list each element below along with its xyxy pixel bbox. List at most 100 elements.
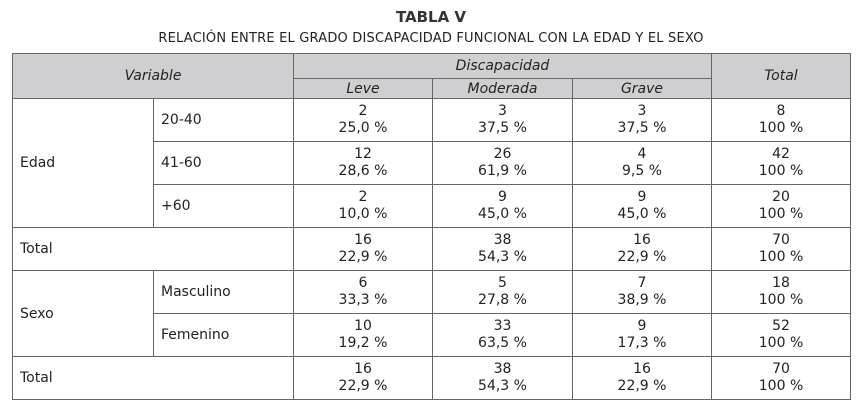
total-label: Total	[12, 356, 294, 400]
value-cell: 16 22,9 %	[571, 356, 713, 400]
percent: 54,3 %	[478, 249, 527, 265]
count: 38	[493, 232, 512, 248]
subgroup-label: 20-40	[153, 98, 294, 142]
value-cell: 16 22,9 %	[571, 227, 713, 271]
percent: 22,9 %	[617, 378, 667, 394]
percent: 19,2 %	[338, 335, 388, 351]
percent: 100 %	[758, 206, 804, 222]
count: 70	[772, 232, 790, 248]
count: 70	[772, 361, 790, 377]
count: 10	[354, 318, 372, 334]
percent: 45,0 %	[617, 206, 667, 222]
header-moderada: Moderada	[432, 78, 573, 99]
total-row: Total 16 22,9 % 38 54,3 % 16 22,9 % 70 100 %	[12, 356, 852, 400]
count: 20	[772, 189, 790, 205]
percent: 54,3 %	[478, 378, 527, 394]
count: 9	[498, 189, 507, 205]
table-row: Edad 20-40 2 25,0 % 3 37,5 % 3 37,5 % 8 100 %	[12, 98, 852, 228]
value-cell: 70 100 %	[711, 227, 852, 271]
value-cell: 26 61,9 %	[432, 141, 573, 185]
value-cell: 42 100 %	[711, 141, 852, 185]
value-cell: 7 38,9 %	[571, 270, 713, 314]
count: 16	[354, 361, 372, 377]
total-row: Total 16 22,9 % 38 54,3 % 16 22,9 % 70 100 %	[12, 227, 852, 271]
group-label: Sexo	[12, 270, 154, 357]
data-table: Variable Discapacidad Total Leve Moderad…	[12, 53, 852, 400]
value-cell: 8 100 %	[711, 98, 852, 142]
percent: 100 %	[758, 378, 804, 394]
count: 12	[354, 146, 372, 162]
value-cell: 20 100 %	[711, 184, 852, 228]
percent: 17,3 %	[617, 335, 667, 351]
percent: 22,9 %	[617, 249, 667, 265]
percent: 37,5 %	[617, 120, 667, 136]
value-cell: 18 100 %	[711, 270, 852, 314]
value-cell: 9 45,0 %	[571, 184, 713, 228]
count: 16	[633, 361, 651, 377]
count: 2	[358, 103, 368, 119]
value-cell: 38 54,3 %	[432, 227, 573, 271]
percent: 27,8 %	[478, 292, 527, 308]
value-cell: 9 45,0 %	[432, 184, 573, 228]
value-cell: 12 28,6 %	[293, 141, 433, 185]
table-row: +60 2 10,0 % 9 45,0 % 9 45,0 % 20 100 %	[13, 184, 852, 228]
value-cell: 2 25,0 %	[293, 98, 433, 142]
percent: 22,9 %	[338, 249, 388, 265]
count: 8	[776, 103, 786, 119]
header-variable: Variable	[12, 53, 294, 99]
percent: 61,9 %	[478, 163, 527, 179]
subgroup-label: Femenino	[153, 313, 294, 357]
subgroup-label: 41-60	[153, 141, 294, 185]
percent: 100 %	[758, 120, 804, 136]
value-cell: 5 27,8 %	[432, 270, 573, 314]
value-cell: 52 100 %	[711, 313, 852, 357]
value-cell: 16 22,9 %	[293, 356, 433, 400]
table-row: Femenino 10 19,2 % 33 63,5 % 9 17,3 % 52 100 %	[13, 313, 852, 357]
value-cell: 10 19,2 %	[293, 313, 433, 357]
header-total: Total	[711, 53, 852, 99]
count: 16	[633, 232, 651, 248]
percent: 63,5 %	[478, 335, 527, 351]
count: 38	[493, 361, 512, 377]
percent: 100 %	[758, 163, 804, 179]
percent: 38,9 %	[617, 292, 667, 308]
table-subtitle: RELACIÓN ENTRE EL GRADO DISCAPACIDAD FUN…	[158, 31, 704, 46]
value-cell: 33 63,5 %	[432, 313, 573, 357]
table-row: Sexo Masculino 6 33,3 % 5 27,8 % 7 38,9 % 18 100 …	[12, 270, 852, 357]
count: 4	[637, 146, 647, 162]
percent: 33,3 %	[338, 292, 388, 308]
value-cell: 3 37,5 %	[571, 98, 713, 142]
header-grave: Grave	[571, 78, 713, 99]
percent: 22,9 %	[338, 378, 388, 394]
total-label: Total	[12, 227, 294, 271]
count: 16	[354, 232, 372, 248]
value-cell: 16 22,9 %	[293, 227, 433, 271]
count: 3	[637, 103, 647, 119]
count: 33	[493, 318, 512, 334]
group-label: Edad	[12, 98, 154, 228]
subgroup-label: +60	[153, 184, 294, 228]
percent: 100 %	[758, 292, 804, 308]
table-title: TABLA V	[395, 8, 467, 26]
percent: 9,5 %	[621, 163, 663, 179]
percent: 28,6 %	[338, 163, 388, 179]
count: 9	[637, 318, 647, 334]
count: 6	[358, 275, 368, 291]
percent: 100 %	[758, 249, 804, 265]
percent: 37,5 %	[478, 120, 527, 136]
percent: 100 %	[758, 335, 804, 351]
percent: 25,0 %	[338, 120, 388, 136]
count: 42	[772, 146, 790, 162]
value-cell: 70 100 %	[711, 356, 852, 400]
header-leve: Leve	[293, 78, 433, 99]
table-row: 41-60 12 28,6 % 26 61,9 % 4 9,5 % 42 100 %	[13, 141, 852, 185]
count: 52	[772, 318, 790, 334]
count: 9	[637, 189, 647, 205]
header-discapacidad: Discapacidad	[292, 53, 713, 79]
count: 2	[358, 189, 368, 205]
percent: 10,0 %	[338, 206, 388, 222]
value-cell: 4 9,5 %	[571, 141, 713, 185]
count: 18	[772, 275, 790, 291]
value-cell: 9 17,3 %	[571, 313, 713, 357]
value-cell: 38 54,3 %	[432, 356, 573, 400]
